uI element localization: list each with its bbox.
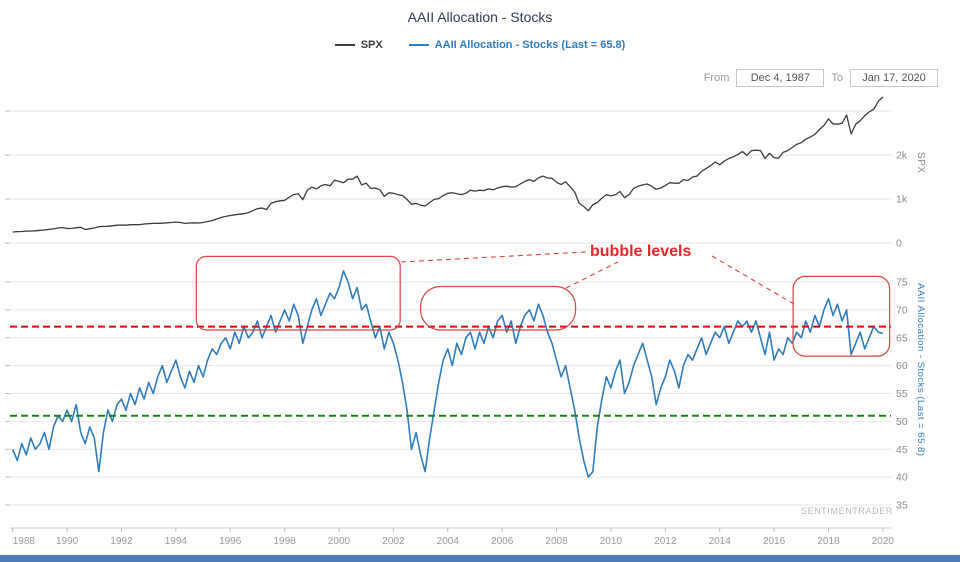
- x-tick-label: 1990: [56, 536, 79, 547]
- y-tick-label: 75: [896, 277, 908, 289]
- legend-item-spx[interactable]: SPX: [334, 39, 383, 51]
- legend-label-spx: SPX: [360, 39, 383, 51]
- x-tick-label: 2004: [437, 536, 460, 547]
- page-title: AAII Allocation - Stocks: [407, 9, 553, 25]
- x-tick-label: 1996: [219, 536, 242, 547]
- y-tick-label: 40: [896, 472, 908, 484]
- x-tick-label: 1992: [110, 536, 133, 547]
- annotation-connector-line: [565, 261, 619, 289]
- y-tick-label: 70: [896, 304, 908, 316]
- annotation-connector-line: [400, 251, 587, 263]
- from-label: From: [703, 72, 730, 84]
- y-tick-label: 60: [896, 360, 908, 372]
- x-tick-label: 2018: [817, 536, 840, 547]
- x-tick-label: 2020: [872, 536, 895, 547]
- x-tick-label: 1998: [274, 536, 297, 547]
- to-label: To: [831, 72, 843, 84]
- x-tick-label: 2002: [382, 536, 405, 547]
- x-tick-label: 1988: [13, 536, 36, 547]
- bubble-levels-annotation: bubble levels: [590, 243, 692, 260]
- y-tick-label: 35: [896, 500, 908, 512]
- y-tick-label: 2k: [896, 150, 908, 162]
- spx-axis-title: SPX: [915, 152, 926, 174]
- y-tick-label: 0: [896, 238, 902, 250]
- bubble-annotation-box: [420, 285, 577, 331]
- bubble-annotation-box: [195, 255, 401, 331]
- date-range-controls: From Dec 4, 1987 To Jan 17, 2020: [704, 69, 938, 87]
- x-tick-label: 2008: [545, 536, 568, 547]
- x-tick-label: 1994: [165, 536, 188, 547]
- annotation-connector-line: [711, 255, 795, 305]
- x-tick-label: 2012: [654, 536, 677, 547]
- y-tick-label: 65: [896, 332, 908, 344]
- footer-bar: [0, 555, 960, 562]
- aaii-line-swatch: [408, 44, 429, 46]
- y-tick-label: 45: [896, 444, 908, 456]
- bubble-annotation-box: [792, 275, 891, 357]
- y-tick-label: 50: [896, 416, 908, 428]
- y-tick-label: 55: [896, 388, 908, 400]
- legend-label-aaii: AAII Allocation - Stocks (Last = 65.8): [434, 39, 626, 51]
- x-tick-label: 2006: [491, 536, 514, 547]
- x-tick-label: 2014: [709, 536, 732, 547]
- from-date-input[interactable]: Dec 4, 1987: [736, 69, 825, 87]
- x-tick-label: 2010: [600, 536, 623, 547]
- series-aaii-line: [11, 270, 883, 478]
- spx-line-swatch: [334, 44, 355, 46]
- sentimentrader-watermark: SENTIMENTRADER: [801, 506, 893, 516]
- legend-item-aaii[interactable]: AAII Allocation - Stocks (Last = 65.8): [408, 39, 626, 51]
- x-tick-label: 2000: [328, 536, 351, 547]
- y-tick-label: 1k: [896, 194, 908, 206]
- aaii-axis-title: AAII Allocation - Stocks (Last = 65.8): [915, 283, 926, 457]
- to-date-input[interactable]: Jan 17, 2020: [850, 69, 938, 87]
- chart-legend: SPX AAII Allocation - Stocks (Last = 65.…: [0, 39, 960, 51]
- series-spx-line: [12, 96, 884, 233]
- x-tick-label: 2016: [763, 536, 786, 547]
